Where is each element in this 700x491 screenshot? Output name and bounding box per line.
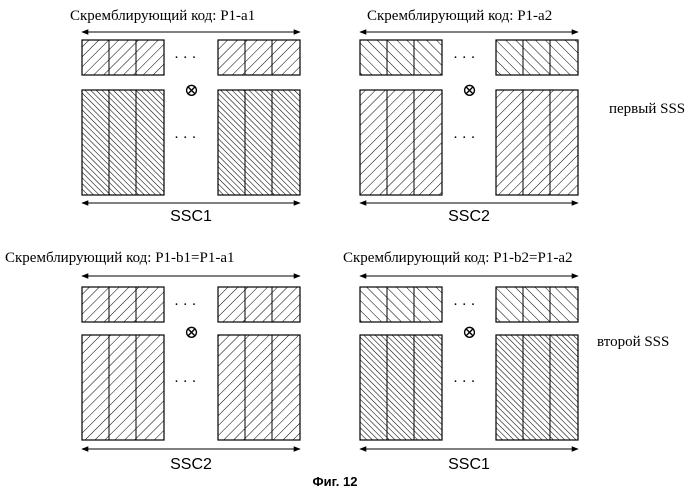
ellipsis: · · · [174, 374, 197, 390]
ellipsis: · · · [174, 130, 197, 146]
ellipsis: · · · [453, 50, 476, 66]
scrambling-segment-right [218, 40, 300, 75]
sequence-segment-right [496, 90, 578, 195]
scrambling-segment-left [360, 40, 442, 75]
block-row1-right: Скремблирующий код: P1-a2 · · · ⊗ · · · [360, 8, 578, 225]
scrambling-code-label: Скремблирующий код: P1-b2=P1-a2 [343, 250, 573, 266]
sequence-segment-right [496, 335, 578, 440]
row-second-sss: Скремблирующий код: P1-b1=P1-a1 · · · ⊗ … [5, 250, 669, 473]
scrambling-segment-left [82, 287, 164, 322]
scrambling-code-label: Скремблирующий код: P1-a2 [367, 8, 552, 24]
ellipsis: · · · [453, 374, 476, 390]
sequence-segment-right [218, 90, 300, 195]
scrambling-code-label: Скремблирующий код: P1-b1=P1-a1 [5, 250, 235, 266]
ellipsis: · · · [453, 297, 476, 313]
scrambling-segment-left [82, 40, 164, 75]
block-row1-left: Скремблирующий код: P1-a1 · · · ⊗ · · · [70, 8, 300, 225]
block-row2-left: Скремблирующий код: P1-b1=P1-a1 · · · ⊗ … [5, 250, 300, 473]
ellipsis: · · · [453, 130, 476, 146]
multiply-icon: ⊗ [462, 80, 477, 100]
sequence-segment-right [218, 335, 300, 440]
multiply-icon: ⊗ [462, 322, 477, 342]
row-label: второй SSS [597, 334, 669, 350]
ellipsis: · · · [174, 50, 197, 66]
sequence-segment-left [82, 335, 164, 440]
scrambling-code-label: Скремблирующий код: P1-a1 [70, 8, 255, 24]
row-first-sss: Скремблирующий код: P1-a1 · · · ⊗ · · · [70, 8, 685, 225]
ssc-label: SSC1 [170, 208, 212, 225]
multiply-icon: ⊗ [184, 80, 199, 100]
multiply-icon: ⊗ [184, 322, 199, 342]
sequence-segment-left [360, 90, 442, 195]
figure-caption: Фиг. 12 [313, 474, 358, 489]
scrambling-segment-right [218, 287, 300, 322]
ellipsis: · · · [174, 297, 197, 313]
ssc-label: SSC2 [448, 208, 490, 225]
sequence-segment-left [360, 335, 442, 440]
sequence-segment-left [82, 90, 164, 195]
ssc-label: SSC1 [448, 456, 490, 473]
scrambling-segment-right [496, 287, 578, 322]
ssc-label: SSC2 [170, 456, 212, 473]
block-row2-right: Скремблирующий код: P1-b2=P1-a2 · · · ⊗ … [343, 250, 578, 473]
scrambling-segment-right [496, 40, 578, 75]
scrambling-segment-left [360, 287, 442, 322]
row-label: первый SSS [609, 101, 685, 117]
